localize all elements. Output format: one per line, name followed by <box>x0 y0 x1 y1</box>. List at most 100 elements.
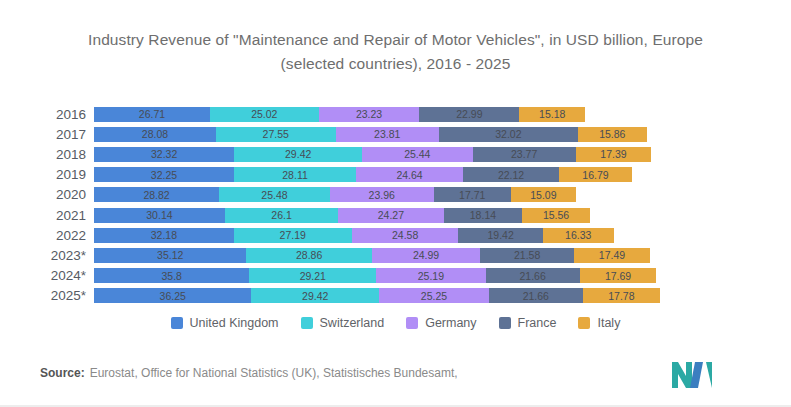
bar-segment-germany[interactable]: 23.23 <box>319 107 420 122</box>
legend-item-france[interactable]: France <box>499 316 557 330</box>
value-label: 23.77 <box>511 148 537 160</box>
bar-segment-united-kingdom[interactable]: 30.14 <box>94 208 225 223</box>
bar-segment-germany[interactable]: 25.25 <box>379 288 489 303</box>
bar-stack: 32.25 28.1124.6422.1216.79 <box>94 167 660 182</box>
bar-stack: 30.1426.124.2718.14 15.56 <box>94 208 660 223</box>
chart-row: 2025*36.2529.4225.2521.6617.78 <box>40 286 660 306</box>
bar-segment-switzerland[interactable]: 29.42 <box>234 147 362 162</box>
bar-segment-france[interactable]: 19.42 <box>458 228 542 243</box>
bar-segment-germany[interactable]: 24.27 <box>338 208 443 223</box>
bar-stack: 35.8 29.21 25.19 21.6617.69 <box>94 268 660 283</box>
bar-segment-united-kingdom[interactable]: 35.8 <box>94 268 249 283</box>
bar-segment-switzerland[interactable]: 25.02 <box>210 107 319 122</box>
value-label: 17.78 <box>608 290 634 302</box>
bar-segment-italy[interactable]: 15.56 <box>522 208 590 223</box>
bar-segment-italy[interactable]: 17.69 <box>580 268 657 283</box>
bar-stack: 28.08 27.5523.81 32.02 15.86 <box>94 127 660 142</box>
bar-segment-italy[interactable]: 17.78 <box>583 288 660 303</box>
legend-label: Switzerland <box>320 316 385 330</box>
bar-segment-switzerland[interactable]: 28.86 <box>246 248 371 263</box>
bar-segment-united-kingdom[interactable]: 28.82 <box>94 187 219 202</box>
source-note: Source:Eurostat, Office for National Sta… <box>40 366 458 380</box>
value-label: 28.08 <box>142 128 168 140</box>
bar-segment-italy[interactable]: 15.09 <box>511 187 577 202</box>
bar-segment-italy[interactable]: 15.86 <box>578 127 647 142</box>
bar-segment-france[interactable]: 21.66 <box>489 288 583 303</box>
bar-segment-germany[interactable]: 23.96 <box>330 187 434 202</box>
value-label: 19.42 <box>488 229 514 241</box>
chart-row: 2023*35.1228.8624.9921.5817.49 <box>40 245 660 265</box>
bar-segment-france[interactable]: 23.77 <box>473 147 576 162</box>
bar-segment-germany[interactable]: 23.81 <box>336 127 439 142</box>
value-label: 32.25 <box>151 169 177 181</box>
bar-segment-germany[interactable]: 24.58 <box>352 228 459 243</box>
value-label: 15.56 <box>543 209 569 221</box>
value-label: 17.39 <box>600 148 626 160</box>
value-label: 27.19 <box>280 229 306 241</box>
bar-segment-united-kingdom[interactable]: 28.08 <box>94 127 216 142</box>
value-label: 35.8 <box>161 270 181 282</box>
year-label: 2021 <box>40 208 94 223</box>
year-label: 2022 <box>40 228 94 243</box>
bar-segment-united-kingdom[interactable]: 32.32 <box>94 147 234 162</box>
value-label: 28.82 <box>143 189 169 201</box>
legend-swatch <box>171 317 183 329</box>
legend-label: United Kingdom <box>190 316 279 330</box>
chart-row: 201728.0827.5523.8132.0215.86 <box>40 124 660 144</box>
value-label: 36.25 <box>160 290 186 302</box>
bar-segment-switzerland[interactable]: 26.1 <box>225 208 338 223</box>
value-label: 15.86 <box>599 128 625 140</box>
bar-segment-germany[interactable]: 25.19 <box>376 268 485 283</box>
bar-segment-italy[interactable]: 16.33 <box>543 228 614 243</box>
chart-row: 202028.8225.4823.9617.7115.09 <box>40 185 660 205</box>
value-label: 24.99 <box>413 249 439 261</box>
bar-segment-united-kingdom[interactable]: 32.18 <box>94 228 234 243</box>
bar-segment-switzerland[interactable]: 25.48 <box>219 187 330 202</box>
bar-stack: 32.32 29.4225.44 23.77 17.39 <box>94 147 660 162</box>
value-label: 35.12 <box>157 249 183 261</box>
legend-swatch <box>301 317 313 329</box>
value-label: 32.32 <box>151 148 177 160</box>
source-text: Eurostat, Office for National Statistics… <box>90 366 458 380</box>
bar-segment-germany[interactable]: 25.44 <box>362 147 472 162</box>
chart-row: 202130.1426.124.2718.14 15.56 <box>40 205 660 225</box>
bar-segment-switzerland[interactable]: 28.11 <box>234 167 356 182</box>
bar-segment-france[interactable]: 21.58 <box>480 248 574 263</box>
bar-segment-italy[interactable]: 17.49 <box>574 248 650 263</box>
bar-segment-united-kingdom[interactable]: 32.25 <box>94 167 234 182</box>
bar-segment-france[interactable]: 32.02 <box>439 127 578 142</box>
bar-segment-switzerland[interactable]: 27.19 <box>234 228 352 243</box>
bar-segment-france[interactable]: 22.12 <box>463 167 559 182</box>
chart-legend: United Kingdom Switzerland Germany France It… <box>0 316 791 330</box>
bar-segment-italy[interactable]: 15.18 <box>519 107 585 122</box>
value-label: 15.18 <box>539 108 565 120</box>
value-label: 21.58 <box>514 249 540 261</box>
bar-segment-united-kingdom[interactable]: 26.71 <box>94 107 210 122</box>
bar-segment-switzerland[interactable]: 27.55 <box>216 127 336 142</box>
bar-segment-italy[interactable]: 16.79 <box>559 167 632 182</box>
legend-item-united-kingdom[interactable]: United Kingdom <box>171 316 279 330</box>
bar-segment-france[interactable]: 18.14 <box>444 208 523 223</box>
bar-segment-united-kingdom[interactable]: 35.12 <box>94 248 246 263</box>
legend-item-switzerland[interactable]: Switzerland <box>301 316 385 330</box>
value-label: 29.21 <box>300 270 326 282</box>
chart-row: 201832.3229.4225.4423.7717.39 <box>40 144 660 164</box>
bar-segment-switzerland[interactable]: 29.21 <box>249 268 376 283</box>
bar-segment-united-kingdom[interactable]: 36.25 <box>94 288 251 303</box>
bar-segment-france[interactable]: 22.99 <box>419 107 519 122</box>
value-label: 25.19 <box>418 270 444 282</box>
bar-segment-france[interactable]: 21.66 <box>486 268 580 283</box>
bar-segment-italy[interactable]: 17.39 <box>576 147 652 162</box>
year-label: 2019 <box>40 167 94 182</box>
value-label: 22.99 <box>456 108 482 120</box>
bar-segment-switzerland[interactable]: 29.42 <box>251 288 379 303</box>
legend-item-germany[interactable]: Germany <box>406 316 476 330</box>
legend-item-italy[interactable]: Italy <box>578 316 620 330</box>
bar-segment-france[interactable]: 17.71 <box>434 187 511 202</box>
bar-segment-germany[interactable]: 24.64 <box>356 167 463 182</box>
value-label: 32.02 <box>495 128 521 140</box>
legend-label: Italy <box>597 316 620 330</box>
chart-title-line2: (selected countries), 2016 - 2025 <box>0 52 791 76</box>
value-label: 32.18 <box>151 229 177 241</box>
bar-segment-germany[interactable]: 24.99 <box>372 248 481 263</box>
